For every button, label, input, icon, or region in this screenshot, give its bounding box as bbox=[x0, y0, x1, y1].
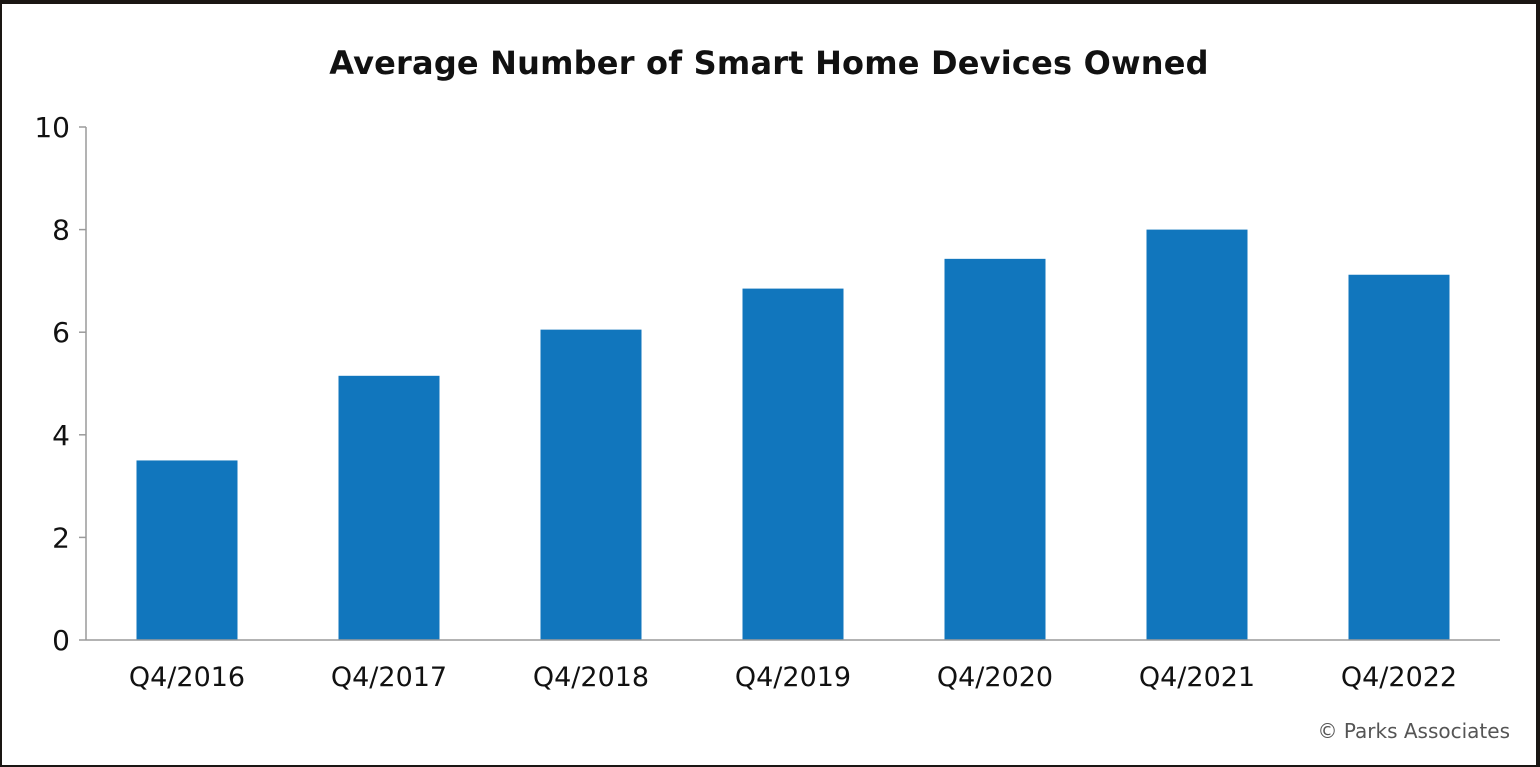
y-tick-label: 0 bbox=[52, 624, 70, 657]
y-tick-label: 6 bbox=[52, 316, 70, 349]
y-tick-label: 4 bbox=[52, 419, 70, 452]
x-tick-label: Q4/2022 bbox=[1341, 662, 1457, 693]
bar-q4-2017 bbox=[338, 375, 440, 640]
x-tick-label: Q4/2016 bbox=[129, 662, 245, 693]
bar-chart: 0 2 4 6 8 10 Q4/2016 Q4/2017 Q4/2018 Q4/2019 Q4/20… bbox=[34, 111, 1500, 693]
y-tick-label: 2 bbox=[52, 521, 70, 554]
chart-title: Average Number of Smart Home Devices Own… bbox=[329, 44, 1209, 82]
bar-q4-2020 bbox=[944, 258, 1046, 640]
bar-q4-2022 bbox=[1348, 274, 1450, 640]
x-tick-label: Q4/2020 bbox=[937, 662, 1053, 693]
bar-q4-2018 bbox=[540, 329, 642, 640]
y-tick-label: 10 bbox=[34, 111, 70, 144]
source-credit: © Parks Associates bbox=[1317, 719, 1511, 743]
x-tick-label: Q4/2018 bbox=[533, 662, 649, 693]
x-tick-label: Q4/2019 bbox=[735, 662, 851, 693]
x-tick-label: Q4/2017 bbox=[331, 662, 447, 693]
y-tick-label: 8 bbox=[52, 214, 70, 247]
bar-q4-2016 bbox=[136, 460, 238, 640]
chart-frame: Average Number of Smart Home Devices Own… bbox=[2, 4, 1536, 765]
bar-q4-2019 bbox=[742, 288, 844, 640]
bar-q4-2021 bbox=[1146, 229, 1248, 640]
x-tick-label: Q4/2021 bbox=[1139, 662, 1255, 693]
